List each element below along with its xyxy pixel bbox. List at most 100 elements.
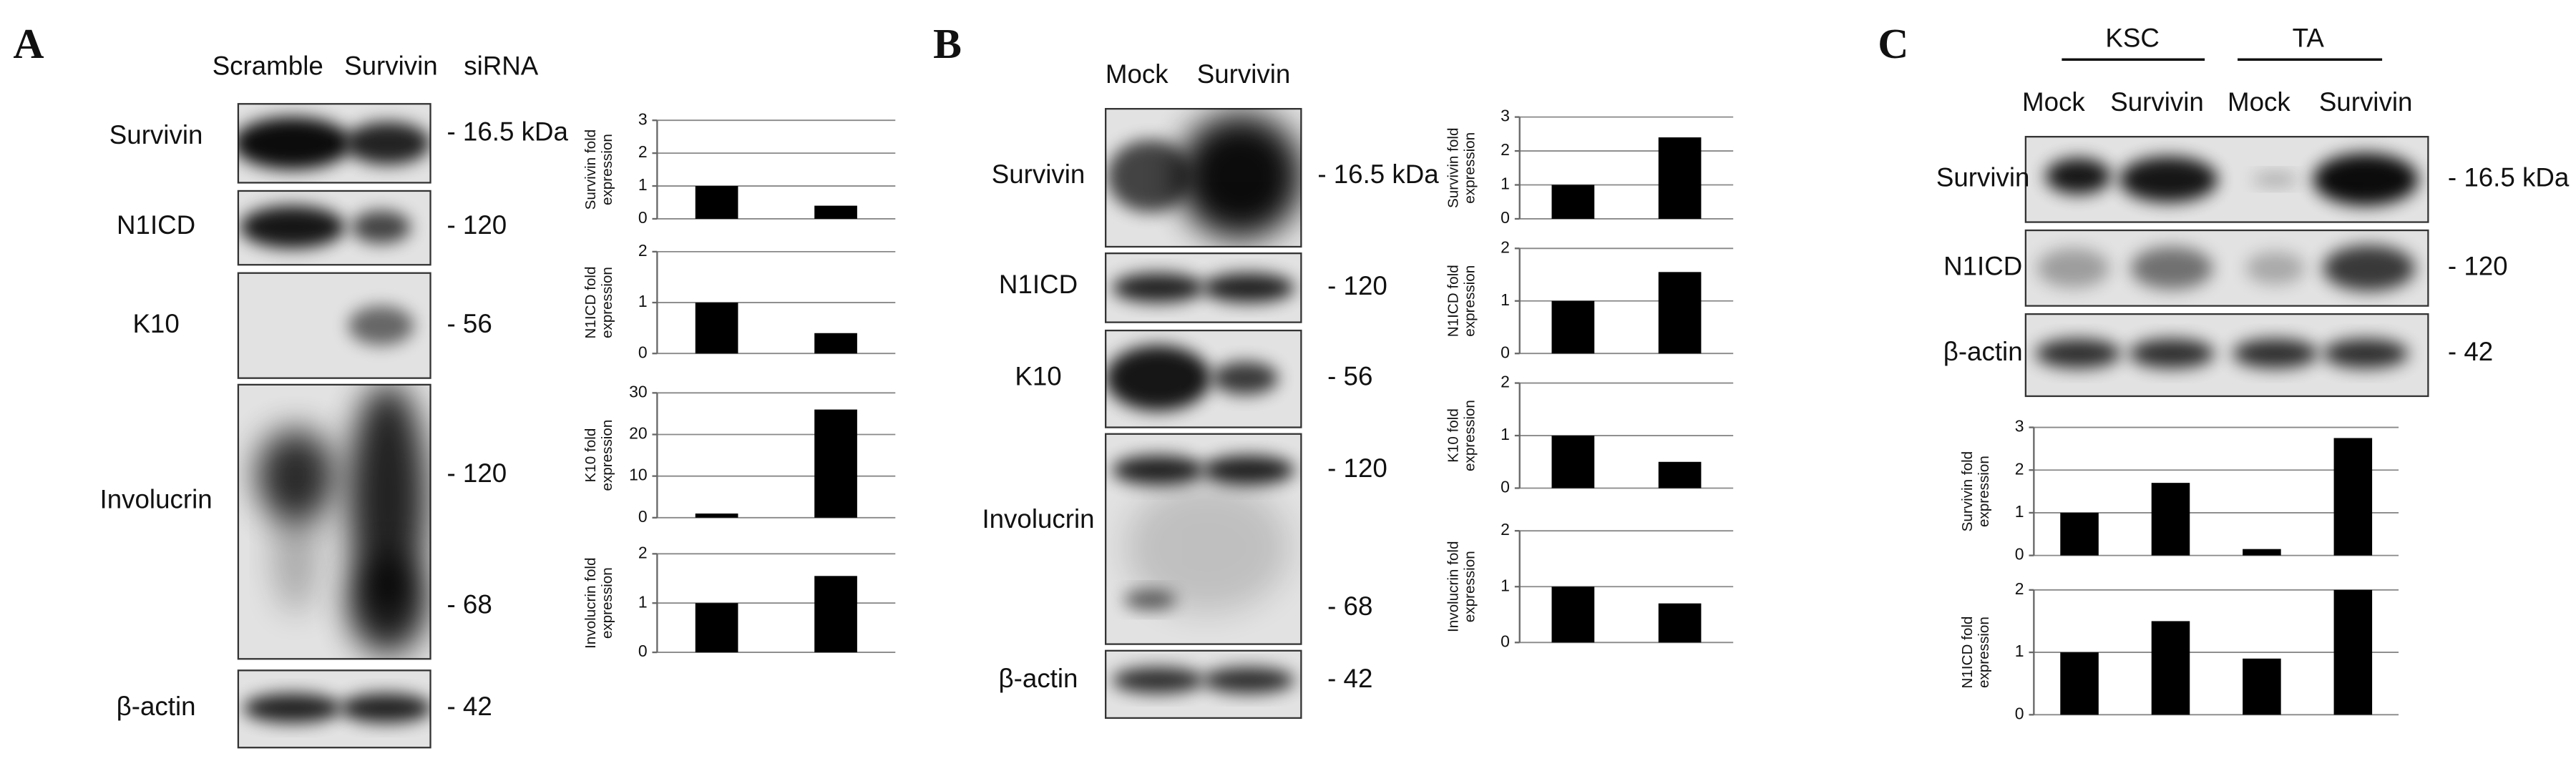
size-label: - 120 (1327, 271, 1387, 300)
y-tick-label: 2 (1501, 520, 1510, 539)
y-tick-label: 1 (638, 592, 648, 611)
size-label: - 68 (447, 590, 492, 619)
lane-label: Mock (2228, 87, 2290, 117)
bar (814, 576, 857, 653)
size-label: - 16.5 kDa (1317, 159, 1439, 189)
y-tick-label: 1 (1501, 175, 1510, 193)
bar (695, 603, 738, 653)
blot-bands (1107, 114, 1302, 239)
y-tick-label: 2 (2015, 459, 2024, 478)
bar (2333, 438, 2373, 556)
lane-label: siRNA (464, 51, 539, 80)
y-tick-label: 1 (1501, 425, 1510, 443)
size-label: - 56 (1327, 361, 1372, 391)
y-axis-label: expression (1461, 551, 1478, 622)
band (1106, 345, 1211, 411)
y-tick-label: 30 (629, 382, 648, 401)
row-label: Involucrin (982, 504, 1094, 534)
blot-bands (1112, 455, 1295, 613)
bar (2333, 589, 2373, 715)
y-axis-label: expression (599, 134, 615, 205)
y-tick-label: 1 (638, 175, 648, 194)
y-tick-label: 0 (638, 208, 648, 227)
lane-label: Survivin (1197, 59, 1291, 89)
band (2130, 246, 2213, 290)
y-tick-label: 2 (638, 543, 648, 561)
blot-bands (2035, 338, 2409, 368)
y-axis-label: Involucrin fold (1445, 541, 1461, 632)
y-tick-label: 0 (2015, 704, 2024, 722)
band (1202, 667, 1295, 694)
y-axis-label: expression (1976, 617, 1992, 688)
size-label: - 56 (447, 309, 492, 338)
band (256, 428, 336, 521)
size-label: - 42 (447, 692, 492, 721)
size-label: - 42 (1327, 664, 1372, 693)
band (340, 693, 431, 723)
size-label: - 16.5 kDa (447, 117, 568, 146)
lane-label: Survivin (2319, 87, 2413, 117)
band (2233, 338, 2318, 368)
bar (814, 409, 857, 518)
band (348, 555, 427, 654)
band (2045, 158, 2112, 195)
y-tick-label: 1 (1501, 290, 1510, 309)
band (243, 693, 342, 723)
group-label: KSC (2105, 23, 2159, 52)
bar (1658, 137, 1702, 219)
y-axis-label: Involucrin fold (582, 557, 599, 648)
band (2129, 338, 2215, 368)
band (2119, 156, 2218, 203)
y-axis-label: expression (1461, 265, 1478, 337)
blot-bands (2036, 245, 2415, 291)
band (1178, 114, 1302, 239)
row-label: K10 (132, 309, 179, 338)
row-label: Survivin (992, 159, 1085, 189)
lane-label: Survivin (344, 51, 438, 80)
y-tick-label: 2 (638, 241, 648, 260)
y-tick-label: 3 (2015, 417, 2024, 436)
y-tick-label: 0 (638, 507, 648, 526)
bar (1658, 603, 1702, 643)
band (238, 117, 352, 170)
band (1202, 455, 1295, 485)
blot-bands (348, 305, 414, 345)
y-tick-label: 0 (638, 343, 648, 361)
size-label: - 16.5 kDa (2448, 163, 2570, 192)
blot-bands (1112, 272, 1295, 303)
y-axis-label: Survivin fold (582, 129, 599, 210)
bar (1551, 436, 1595, 488)
size-label: - 120 (447, 210, 507, 240)
band (348, 384, 427, 613)
bar (695, 303, 738, 354)
y-tick-label: 0 (2015, 545, 2024, 564)
y-tick-label: 3 (638, 109, 648, 128)
band (1107, 139, 1193, 212)
y-axis-label: N1ICD fold (1445, 265, 1461, 337)
blot-bands (240, 205, 411, 249)
blot-bands (2045, 153, 2419, 206)
band (345, 122, 431, 165)
bar (695, 186, 738, 219)
size-label: - 120 (447, 458, 507, 488)
lane-label: Scramble (213, 51, 323, 80)
row-label: Survivin (109, 120, 203, 149)
band (1112, 272, 1204, 303)
row-label: β-actin (117, 692, 196, 721)
blot-bands (238, 117, 431, 170)
bar (2060, 512, 2099, 556)
y-axis-label: K10 fold (1445, 408, 1461, 463)
band (2313, 153, 2419, 206)
bar (2060, 652, 2099, 715)
y-tick-label: 2 (1501, 140, 1510, 159)
y-tick-label: 2 (638, 142, 648, 161)
band (1202, 272, 1295, 303)
group-label: TA (2293, 23, 2325, 52)
bar (1658, 461, 1702, 488)
y-tick-label: 0 (1501, 208, 1510, 227)
y-tick-label: 3 (1501, 107, 1510, 125)
band (351, 210, 411, 244)
y-axis-label: expression (1461, 400, 1478, 471)
bar (2243, 549, 2281, 556)
bar (1551, 185, 1595, 219)
